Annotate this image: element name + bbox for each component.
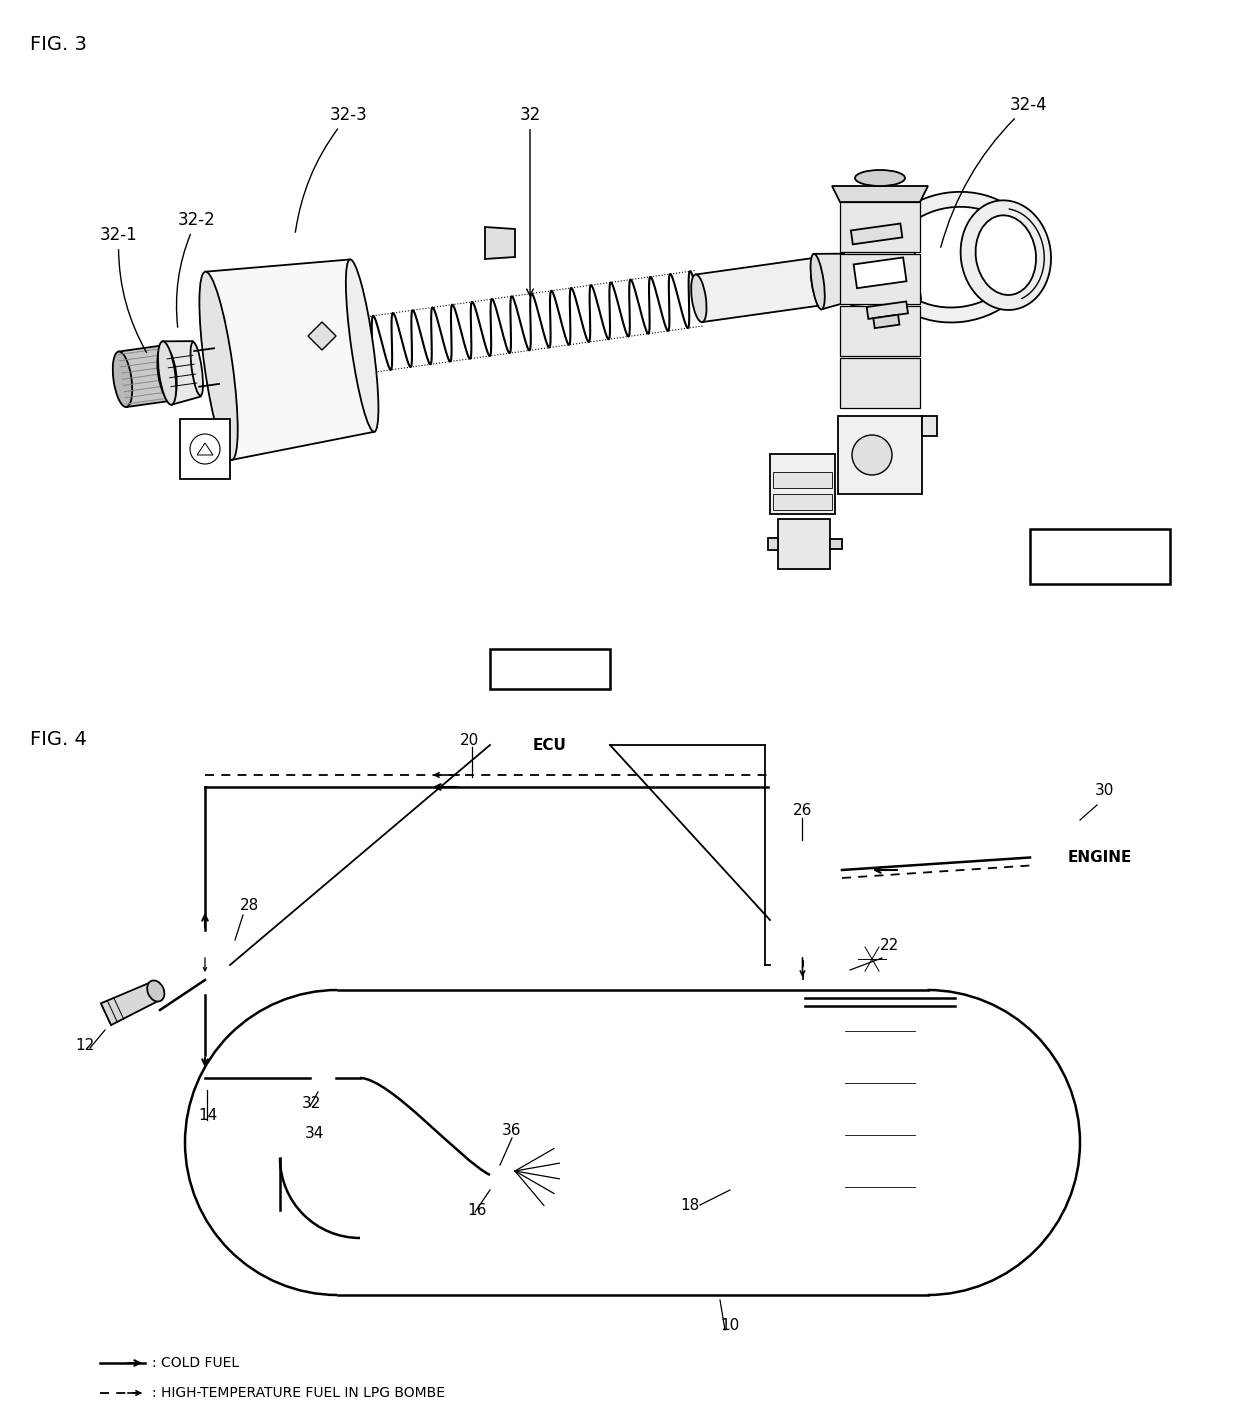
Polygon shape: [197, 443, 213, 455]
Ellipse shape: [811, 255, 825, 310]
Polygon shape: [162, 341, 201, 404]
Polygon shape: [832, 187, 928, 202]
Text: 10: 10: [720, 1318, 739, 1333]
Bar: [839, 358, 920, 409]
Bar: [490, 649, 610, 689]
Ellipse shape: [811, 257, 825, 305]
Polygon shape: [853, 257, 906, 288]
Text: 28: 28: [241, 898, 259, 913]
Bar: [180, 419, 229, 479]
Ellipse shape: [976, 215, 1037, 296]
Text: ECU: ECU: [533, 738, 567, 752]
Ellipse shape: [157, 345, 177, 400]
Ellipse shape: [875, 192, 1035, 322]
Polygon shape: [308, 322, 336, 351]
Text: 32-2: 32-2: [176, 211, 216, 327]
Text: 32-1: 32-1: [100, 226, 146, 352]
Polygon shape: [813, 253, 851, 310]
Ellipse shape: [157, 341, 176, 404]
Polygon shape: [485, 228, 515, 259]
Ellipse shape: [191, 342, 203, 396]
Text: 12: 12: [74, 1038, 94, 1053]
Text: FIG. 3: FIG. 3: [30, 35, 87, 54]
Polygon shape: [696, 257, 821, 322]
Text: 20: 20: [460, 732, 479, 748]
Polygon shape: [100, 981, 160, 1025]
Text: 32: 32: [520, 106, 541, 296]
Text: 30: 30: [1095, 783, 1115, 797]
Text: 18: 18: [680, 1198, 699, 1213]
Ellipse shape: [691, 274, 707, 322]
Text: 22: 22: [880, 937, 899, 953]
Ellipse shape: [148, 980, 165, 1001]
Text: 32-3: 32-3: [295, 106, 368, 232]
Ellipse shape: [856, 170, 905, 187]
Polygon shape: [185, 990, 1080, 1295]
Bar: [838, 416, 923, 493]
Ellipse shape: [200, 271, 238, 460]
Ellipse shape: [113, 352, 133, 407]
Polygon shape: [851, 223, 903, 245]
Text: 36: 36: [502, 1123, 522, 1138]
Bar: [1030, 529, 1171, 584]
Text: : COLD FUEL: : COLD FUEL: [153, 1356, 239, 1370]
Text: 16: 16: [467, 1203, 486, 1217]
Text: FIG. 4: FIG. 4: [30, 730, 87, 749]
Ellipse shape: [190, 434, 219, 464]
Polygon shape: [843, 236, 921, 305]
Text: ENGINE: ENGINE: [1068, 850, 1132, 865]
Bar: [839, 202, 920, 252]
Polygon shape: [867, 301, 908, 320]
Bar: [773, 493, 832, 510]
Polygon shape: [206, 259, 374, 460]
Polygon shape: [119, 345, 171, 407]
Text: 32: 32: [303, 1096, 321, 1111]
Ellipse shape: [346, 259, 378, 431]
Text: 26: 26: [794, 803, 812, 819]
Ellipse shape: [852, 436, 892, 475]
Bar: [839, 255, 920, 304]
Polygon shape: [923, 416, 937, 436]
Text: 34: 34: [305, 1126, 325, 1141]
Polygon shape: [768, 537, 777, 550]
Ellipse shape: [961, 201, 1052, 310]
Bar: [839, 305, 920, 356]
Text: 32-4: 32-4: [941, 96, 1048, 247]
Ellipse shape: [890, 206, 1021, 307]
Bar: [777, 519, 830, 568]
Text: 14: 14: [198, 1109, 217, 1123]
Text: : HIGH-TEMPERATURE FUEL IN LPG BOMBE: : HIGH-TEMPERATURE FUEL IN LPG BOMBE: [153, 1386, 445, 1400]
Polygon shape: [873, 315, 899, 328]
Bar: [770, 454, 835, 515]
Polygon shape: [830, 539, 842, 549]
Bar: [773, 472, 832, 488]
